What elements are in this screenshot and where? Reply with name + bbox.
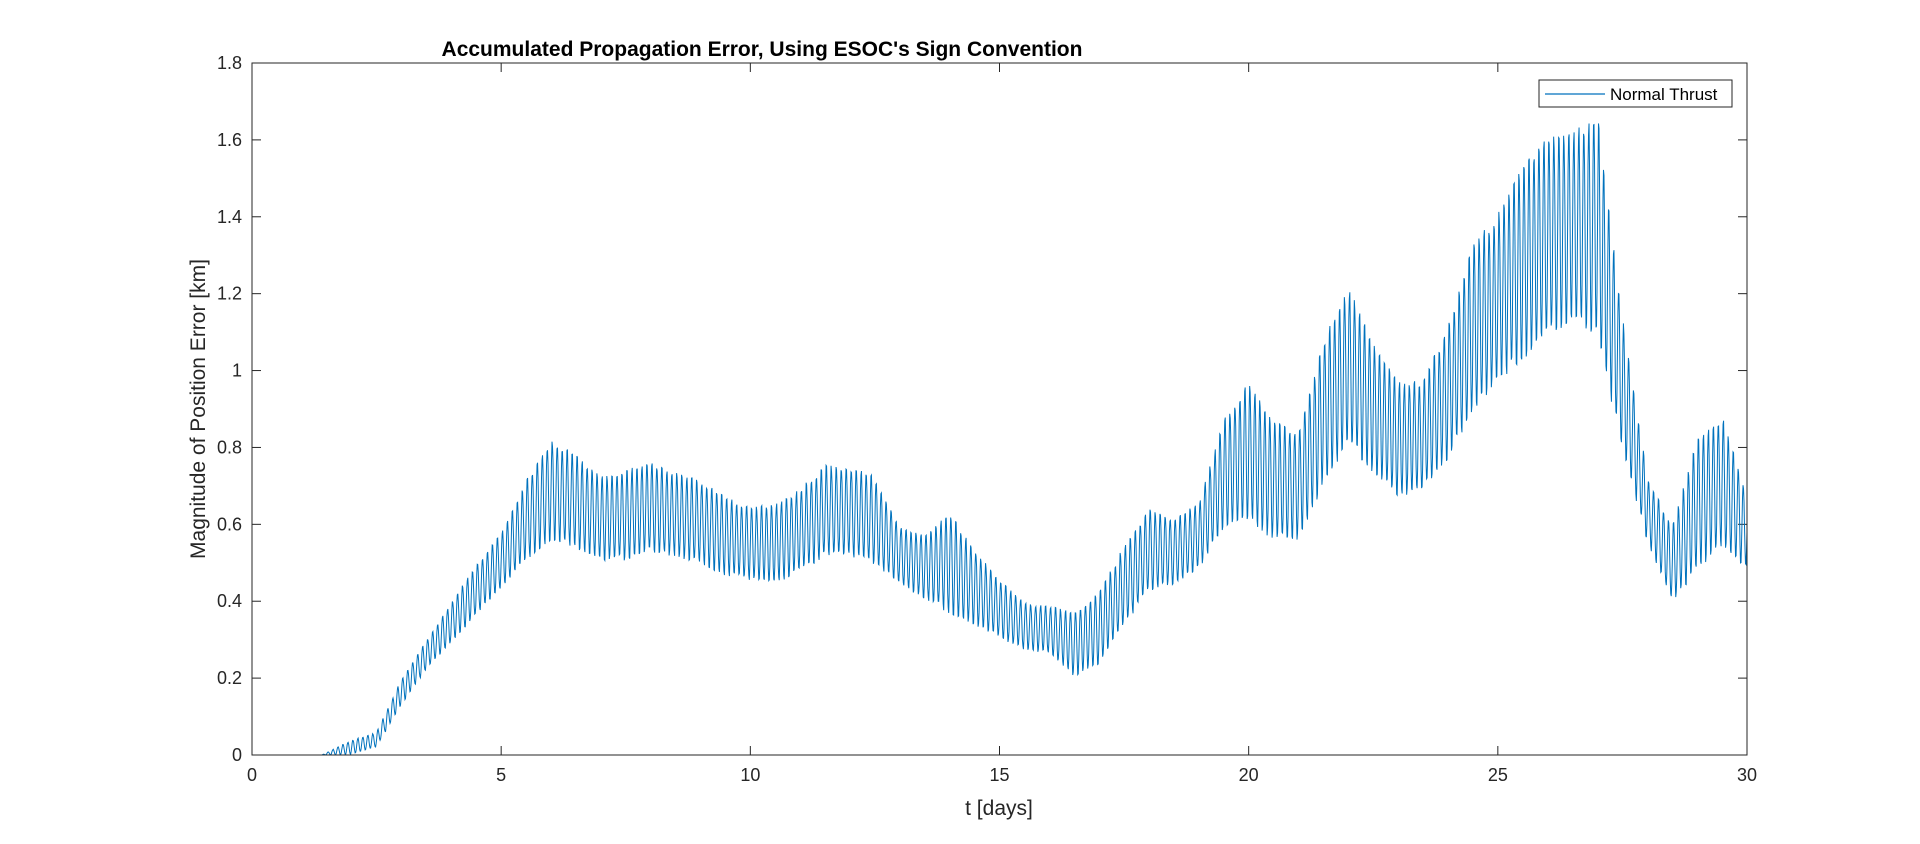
y-tick-label: 0.8 [217, 437, 242, 457]
y-tick-label: 1.8 [217, 53, 242, 73]
plot-frame [251, 62, 1748, 756]
y-tick-label: 0.4 [217, 591, 242, 611]
y-tick-label: 1 [232, 361, 242, 381]
plot-area [252, 63, 1747, 755]
x-tick-label: 25 [1488, 765, 1508, 785]
x-tick-label: 20 [1239, 765, 1259, 785]
x-tick-label: 5 [496, 765, 506, 785]
x-axis-label: t [days] [965, 797, 1033, 820]
y-tick-label: 1.6 [217, 130, 242, 150]
y-tick-label: 0.2 [217, 668, 242, 688]
x-tick-label: 10 [740, 765, 760, 785]
axis-ticks: 0 5 10 15 20 25 30 0 0.2 0.4 0.6 0.8 1 1.2 1.4 1.6 1.8 [217, 53, 1757, 785]
legend: Normal Thrust [1538, 79, 1733, 108]
series-line [252, 123, 1747, 755]
y-tick-label: 0 [232, 745, 242, 765]
y-tick-label: 0.6 [217, 514, 242, 534]
chart-title: Accumulated Propagation Error, Using ESO… [442, 38, 1083, 61]
series-layer [252, 123, 1747, 755]
x-tick-label: 0 [247, 765, 257, 785]
y-axis-label: Magnitude of Position Error [km] [187, 259, 210, 559]
x-tick-label: 15 [989, 765, 1009, 785]
y-tick-label: 1.2 [217, 284, 242, 304]
legend-label: Normal Thrust [1610, 85, 1718, 104]
x-tick-label: 30 [1737, 765, 1757, 785]
y-tick-label: 1.4 [217, 207, 242, 227]
